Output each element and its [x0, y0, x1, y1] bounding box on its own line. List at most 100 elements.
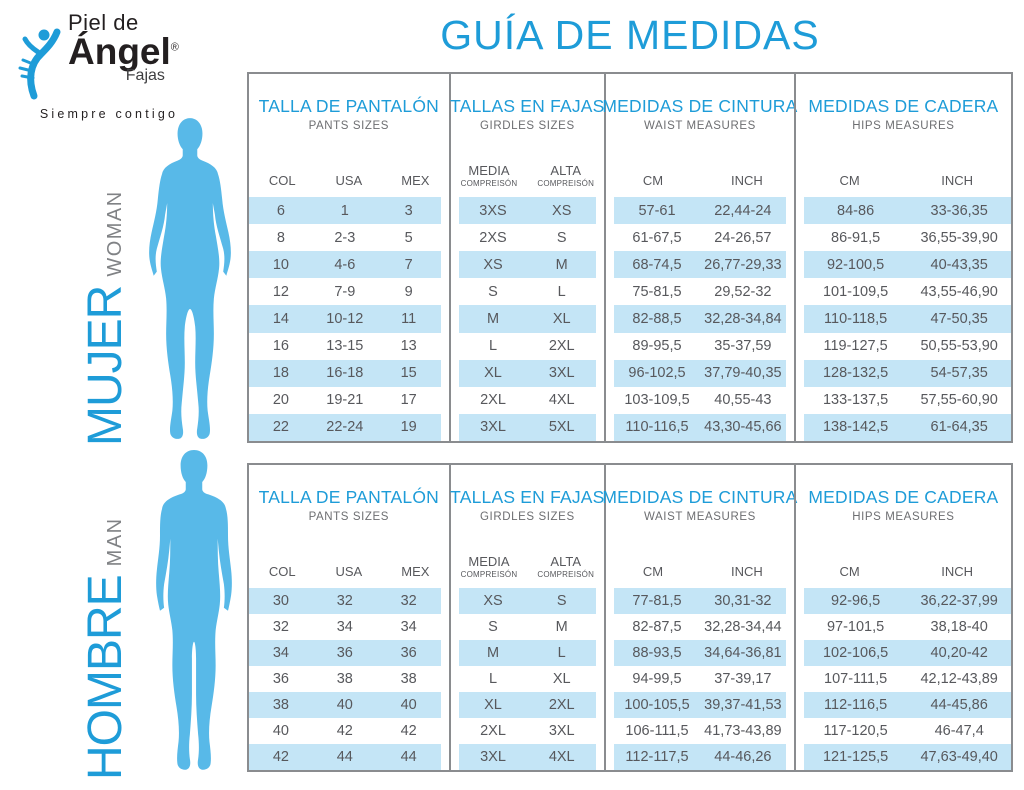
- table-row: 133-137,5 57,55-60,90: [804, 387, 1011, 414]
- table-cell: 94-99,5: [632, 671, 682, 687]
- table-row: 107-111,5 42,12-43,89: [804, 666, 1011, 692]
- column-label-usa: USA: [335, 173, 363, 188]
- table-cell: 40: [400, 697, 417, 713]
- women-group-girdles: TALLAS EN FAJAS GIRDLES SIZES MEDIA COMPR…: [448, 74, 604, 441]
- table-cell: 40,20-42: [930, 645, 988, 661]
- table-cell: 92-96,5: [831, 593, 881, 609]
- table-row: 32 34 34: [249, 614, 441, 640]
- men-group-hips: MEDIDAS DE CADERA HIPS MEASURES CM INCH …: [793, 465, 1011, 770]
- table-cell: 26,77-29,33: [704, 256, 782, 273]
- table-cell: 40: [336, 697, 353, 713]
- table-cell: 36,55-39,90: [920, 229, 998, 246]
- table-cell: 96-102,5: [628, 365, 686, 382]
- table-cell: 19-21: [326, 392, 364, 409]
- table-cell: 10-12: [326, 310, 364, 327]
- table-row: 2XS S: [459, 224, 596, 251]
- table-row: 86-91,5 36,55-39,90: [804, 224, 1011, 251]
- column-label-inch: INCH: [941, 564, 974, 579]
- table-row: 14 10-12 11: [249, 305, 441, 333]
- table-cell: M: [486, 645, 500, 661]
- table-cell: 22-24: [326, 419, 364, 436]
- table-row: 82-88,5 32,28-34,84: [614, 305, 786, 333]
- table-cell: 32: [400, 593, 417, 609]
- table-row: 96-102,5 37,79-40,35: [614, 359, 786, 387]
- table-cell: 41,73-43,89: [704, 723, 782, 739]
- table-cell: 40,55-43: [714, 392, 772, 409]
- table-row: 18 16-18 15: [249, 359, 441, 387]
- table-row: 77-81,5 30,31-32: [614, 588, 786, 614]
- table-cell: S: [488, 619, 498, 635]
- table-cell: 20: [272, 392, 289, 409]
- table-cell: 82-88,5: [632, 310, 682, 327]
- table-cell: 128-132,5: [822, 365, 889, 382]
- table-cell: 44-45,86: [930, 697, 988, 713]
- table-cell: 3XL: [548, 365, 575, 382]
- table-cell: L: [488, 338, 498, 355]
- column-label-inch: INCH: [730, 173, 763, 188]
- table-cell: 34: [336, 619, 353, 635]
- group-subtitle: GIRDLES SIZES: [480, 120, 575, 132]
- table-cell: 9: [404, 283, 413, 300]
- brand-name-line1: Piel de: [68, 10, 139, 35]
- table-cell: 22,44-24: [714, 202, 772, 219]
- table-cell: 14: [272, 310, 289, 327]
- table-row: 22 22-24 19: [249, 413, 441, 441]
- group-title: MEDIDAS DE CADERA: [808, 487, 999, 507]
- table-row: M XL: [458, 305, 597, 333]
- table-cell: 15: [400, 365, 417, 382]
- brand-figure-icon: [18, 28, 61, 100]
- table-row: 20 19-21 17: [249, 387, 441, 414]
- group-header-pants: TALLA DE PANTALÓN PANTS SIZES COL USA ME…: [249, 465, 449, 588]
- table-cell: 11: [401, 310, 417, 327]
- table-cell: 2XL: [548, 338, 575, 355]
- table-cell: 112-117,5: [625, 749, 689, 765]
- table-cell: 44: [336, 749, 353, 765]
- brand-tagline: Siempre contigo: [39, 107, 179, 121]
- table-cell: 43,55-46,90: [920, 283, 998, 300]
- table-cell: 22: [272, 419, 289, 436]
- table-cell: 36: [272, 671, 289, 687]
- group-header-girdles: TALLAS EN FAJAS GIRDLES SIZES MEDIA COMPR…: [450, 465, 604, 588]
- table-row: 12 7-9 9: [249, 278, 441, 305]
- table-row: 61-67,5 24-26,57: [614, 224, 786, 251]
- table-rows-pants: 30 32 32 32 34 34 34 36 36 36 38 38 38 40 40 40 42 42 42 44…: [249, 588, 449, 770]
- table-cell: 102-106,5: [822, 645, 889, 661]
- women-label-es: MUJER: [79, 285, 132, 446]
- table-cell: 57-61: [638, 202, 676, 219]
- table-cell: 138-142,5: [822, 419, 889, 436]
- table-row: 92-96,5 36,22-37,99: [803, 588, 1011, 614]
- table-cell: 86-91,5: [831, 229, 881, 246]
- column-label-inch: INCH: [730, 564, 763, 579]
- table-cell: 36: [336, 645, 353, 661]
- table-cell: 32: [336, 593, 353, 609]
- table-cell: 39,37-41,53: [704, 697, 782, 713]
- table-row: 88-93,5 34,64-36,81: [614, 640, 786, 666]
- column-label-cm: CM: [642, 564, 664, 579]
- table-row: XS S: [458, 588, 597, 614]
- group-subtitle: HIPS MEASURES: [852, 511, 955, 523]
- table-cell: 101-109,5: [822, 283, 889, 300]
- table-row: 100-105,5 39,37-41,53: [614, 692, 786, 718]
- table-cell: 2XL: [480, 392, 506, 409]
- table-cell: 38,18-40: [930, 619, 988, 635]
- table-cell: 34,64-36,81: [704, 645, 782, 661]
- column-label-mex: MEX: [401, 564, 430, 579]
- table-cell: 6: [276, 202, 285, 219]
- table-cell: 12: [272, 283, 289, 300]
- table-cell: 7-9: [334, 283, 356, 300]
- table-row: 3XL 4XL: [458, 744, 597, 770]
- table-rows-girdles: XS S S M M L L XL XL 2XL 2XL 3XL 3XL 4XL: [451, 588, 604, 770]
- table-cell: XL: [484, 697, 502, 713]
- table-row: XS M: [458, 251, 597, 279]
- table-cell: 40-43,35: [930, 256, 988, 273]
- table-cell: 40: [272, 723, 289, 739]
- table-cell: 5: [404, 229, 413, 246]
- men-group-waist: MEDIDAS DE CINTURA WAIST MEASURES CM INC…: [602, 465, 798, 770]
- table-cell: 2XL: [548, 697, 575, 713]
- table-cell: 107-111,5: [824, 671, 888, 687]
- table-row: 2XL 3XL: [459, 718, 596, 744]
- group-title: MEDIDAS DE CINTURA: [602, 487, 798, 507]
- table-row: 8 2-3 5: [249, 224, 441, 251]
